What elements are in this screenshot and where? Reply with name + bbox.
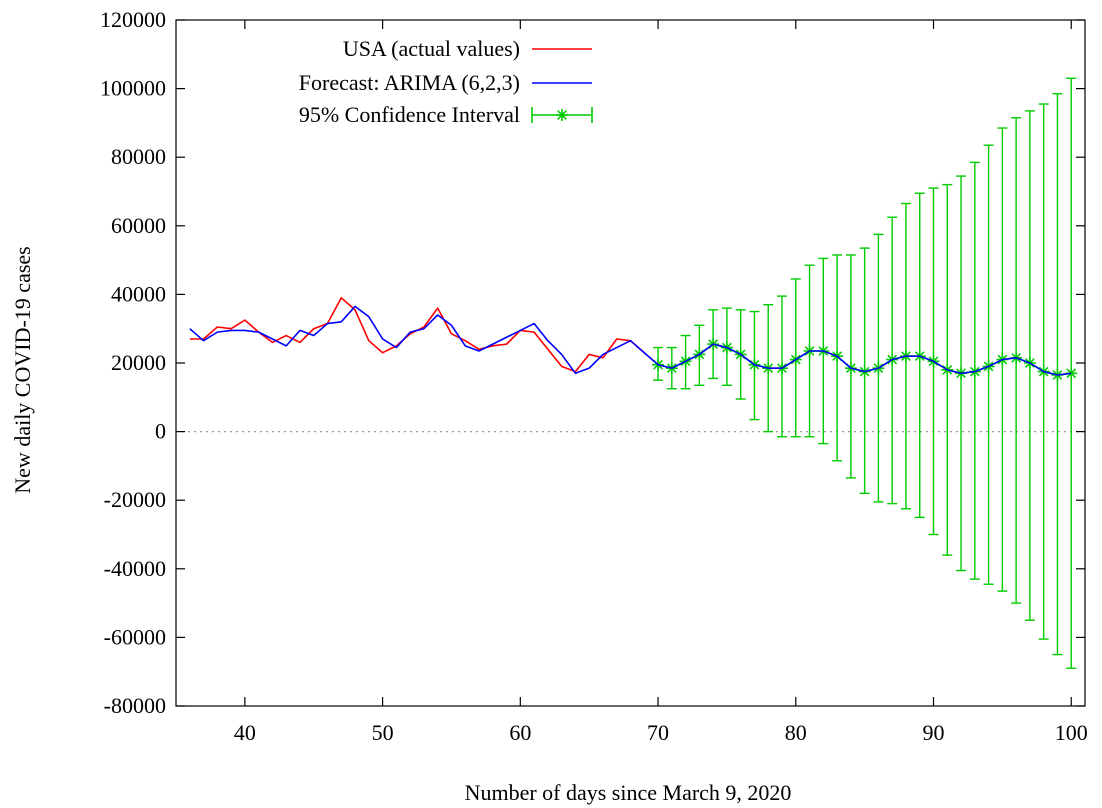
y-tick-label: -80000: [104, 693, 166, 718]
x-tick-label: 100: [1055, 720, 1088, 745]
x-tick-label: 90: [923, 720, 945, 745]
y-axis-label: New daily COVID-19 cases: [10, 246, 35, 493]
y-tick-label: 120000: [100, 7, 166, 32]
series-usa-actual-line: [189, 297, 645, 373]
x-tick-label: 80: [785, 720, 807, 745]
x-tick-label: 70: [647, 720, 669, 745]
y-tick-label: -40000: [104, 556, 166, 581]
legend-label: USA (actual values): [343, 36, 520, 61]
legend: USA (actual values) Forecast: ARIMA (6,2,…: [299, 36, 593, 127]
series-layer: [189, 77, 1078, 669]
x-tick-label: 40: [234, 720, 256, 745]
y-tick-label: 20000: [111, 350, 166, 375]
legend-sample-marker: [556, 109, 568, 121]
x-tick-label: 60: [509, 720, 531, 745]
x-axis-label: Number of days since March 9, 2020: [465, 780, 792, 805]
axis-ticks: -80000 -60000 -40000 -20000 0 20000 40000 60000…: [100, 7, 1088, 745]
y-tick-label: 60000: [111, 213, 166, 238]
y-tick-label: -60000: [104, 624, 166, 649]
y-tick-label: -20000: [104, 487, 166, 512]
series-arima-forecast-line: [189, 305, 1072, 376]
y-tick-label: 100000: [100, 76, 166, 101]
ci-point-marker: [1065, 367, 1078, 380]
x-tick-label: 50: [372, 720, 394, 745]
legend-label: Forecast: ARIMA (6,2,3): [299, 70, 520, 95]
series-confidence-interval: [652, 77, 1078, 669]
legend-label: 95% Confidence Interval: [299, 102, 520, 127]
y-tick-label: 0: [155, 419, 166, 444]
y-tick-label: 40000: [111, 281, 166, 306]
y-tick-label: 80000: [111, 144, 166, 169]
